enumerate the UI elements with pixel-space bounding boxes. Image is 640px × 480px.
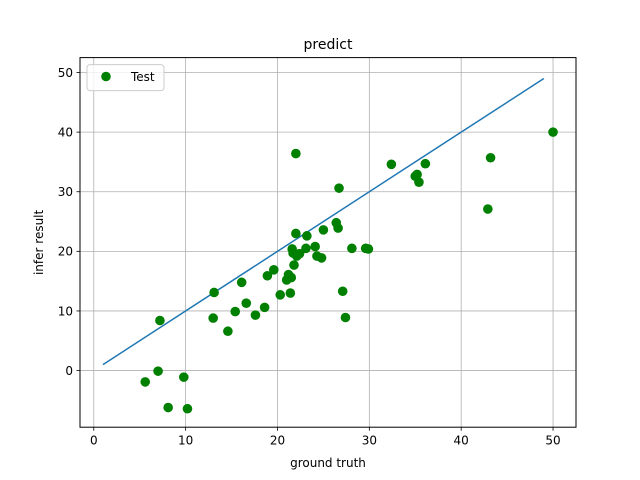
data-point xyxy=(223,326,233,337)
data-point xyxy=(250,310,261,320)
data-point xyxy=(301,243,311,254)
data-point xyxy=(291,148,301,159)
data-point xyxy=(302,231,312,241)
y-axis-ticks: 0 10 20 30 40 50 xyxy=(58,66,80,378)
data-point xyxy=(414,177,424,187)
data-point xyxy=(548,127,558,137)
data-point xyxy=(294,248,305,259)
x-tick-label: 20 xyxy=(270,434,285,448)
legend-marker xyxy=(101,71,111,82)
y-tick-label: 30 xyxy=(58,185,73,199)
data-point xyxy=(289,260,299,270)
data-point xyxy=(155,315,165,326)
x-tick-label: 10 xyxy=(178,434,193,448)
data-point xyxy=(412,169,422,180)
x-tick-label: 0 xyxy=(90,434,98,448)
data-point xyxy=(285,288,296,298)
data-point xyxy=(337,286,348,297)
data-point xyxy=(275,290,286,300)
data-point xyxy=(153,366,163,376)
x-axis-ticks: 0 10 20 30 40 50 xyxy=(90,427,561,448)
data-point xyxy=(230,306,241,317)
y-tick-label: 0 xyxy=(65,364,73,378)
y-axis-label: infer result xyxy=(32,209,46,275)
data-point xyxy=(236,277,247,288)
data-point xyxy=(140,377,151,387)
x-tick-label: 50 xyxy=(545,434,560,448)
y-tick-label: 50 xyxy=(58,66,73,80)
chart-title: predict xyxy=(304,37,353,53)
data-point xyxy=(209,287,219,298)
data-point xyxy=(334,183,344,193)
scatter-points xyxy=(140,127,558,414)
data-point xyxy=(420,158,431,169)
data-point xyxy=(241,298,252,309)
x-axis-label: ground truth xyxy=(290,456,366,470)
legend-box xyxy=(86,64,165,92)
y-tick-label: 40 xyxy=(58,125,73,139)
data-point xyxy=(347,243,357,254)
y-tick-label: 20 xyxy=(58,245,73,259)
data-point xyxy=(178,372,189,382)
x-tick-label: 30 xyxy=(362,434,377,448)
data-point xyxy=(386,159,397,170)
data-point xyxy=(485,152,496,163)
y-tick-label: 10 xyxy=(58,304,73,318)
data-point xyxy=(363,244,374,254)
data-point xyxy=(483,204,493,214)
data-point xyxy=(259,302,270,313)
data-point xyxy=(286,272,297,283)
data-point xyxy=(340,312,351,323)
legend-entry-label: Test xyxy=(130,70,155,84)
data-point xyxy=(208,313,218,323)
data-point xyxy=(163,402,173,413)
data-point xyxy=(310,241,320,252)
reference-line-path xyxy=(102,77,545,366)
reference-line xyxy=(102,77,545,366)
data-point xyxy=(291,228,301,239)
data-point xyxy=(333,223,343,233)
plot-frame xyxy=(79,57,577,428)
legend: Test xyxy=(86,64,165,92)
data-point xyxy=(316,253,327,263)
data-point xyxy=(318,225,329,235)
grid-lines xyxy=(80,57,576,428)
data-point xyxy=(182,403,193,414)
x-tick-label: 40 xyxy=(454,434,469,448)
data-point xyxy=(269,265,279,275)
data-point xyxy=(262,270,273,281)
